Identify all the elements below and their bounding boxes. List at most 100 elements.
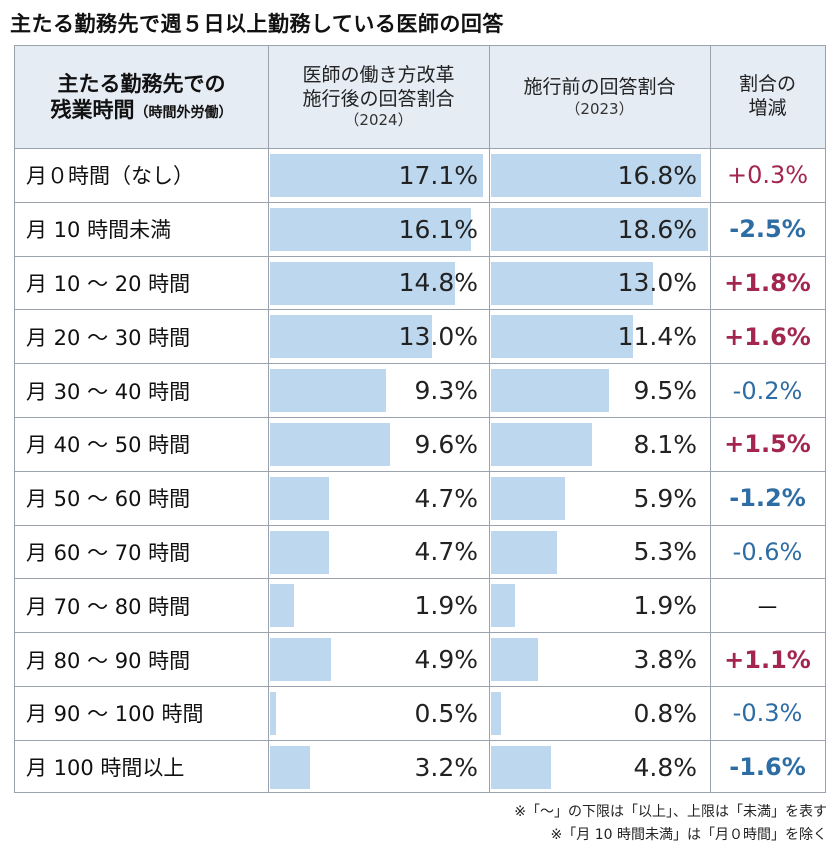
row-label: 月 50 ～ 60 時間 (26, 487, 191, 512)
bar-2023 (491, 638, 539, 682)
data-table: 主たる勤務先での 残業時間（時間外労働） 医師の働き方改革 施行後の回答割合 （… (14, 45, 826, 793)
value-2023: 13.0% (617, 268, 697, 298)
value-2023: 8.1% (633, 429, 697, 459)
value-2023: 4.8% (633, 752, 697, 782)
value-2024: 4.7% (414, 537, 478, 567)
table-row: 月 10 ～ 20 時間 14.8% 13.0% +1.8% (15, 255, 825, 310)
chart-title: 主たる勤務先で週５日以上勤務している医師の回答 (10, 12, 504, 36)
table-row: 月 30 ～ 40 時間 9.3% 9.5% -0.2% (15, 363, 825, 417)
header-overtime-hours: 主たる勤務先での 残業時間（時間外労働） (15, 46, 268, 148)
table-row: 月 20 ～ 30 時間 13.0% 11.4% +1.6% (15, 309, 825, 363)
value-2023: 16.8% (617, 160, 697, 190)
row-label: 月 80 ～ 90 時間 (26, 648, 191, 673)
column-divider (268, 46, 269, 792)
bar-2023 (491, 584, 515, 628)
value-2023: 0.8% (633, 698, 697, 728)
value-2024: 16.1% (398, 214, 478, 244)
change-value: -0.2% (732, 376, 803, 405)
column-divider (710, 46, 711, 792)
table-row: 月 50 ～ 60 時間 4.7% 5.9% -1.2% (15, 470, 825, 525)
value-2024: 1.9% (414, 591, 478, 621)
table-row: 月０時間（なし） 17.1% 16.8% +0.3% (15, 148, 825, 202)
value-2024: 13.0% (398, 322, 478, 352)
bar-2023 (491, 745, 551, 789)
bar-2023 (491, 530, 558, 574)
value-2023: 3.8% (633, 645, 697, 675)
row-label: 月 20 ～ 30 時間 (26, 325, 191, 350)
bar-2023 (491, 476, 565, 520)
table-row: 月 80 ～ 90 時間 4.9% 3.8% +1.1% (15, 632, 825, 686)
change-value: -2.5% (729, 215, 806, 244)
row-label: 月 100 時間以上 (26, 756, 185, 781)
value-2023: 18.6% (617, 214, 697, 244)
header-change-line2: 増減 (748, 97, 787, 119)
row-label: 月 10 ～ 20 時間 (26, 271, 191, 296)
bar-2024 (270, 476, 329, 520)
value-2023: 11.4% (617, 322, 697, 352)
change-value: － (755, 594, 780, 623)
footnote-range: ※「～」の下限は「以上」、上限は「未満」を表す (514, 804, 827, 820)
bar-2024 (270, 530, 329, 574)
header-change-line1: 割合の (738, 73, 796, 96)
bar-2023 (491, 423, 593, 466)
header-2024-line2: 施行後の回答割合 (302, 87, 455, 110)
change-value: -0.6% (732, 537, 803, 566)
value-2023: 1.9% (633, 591, 697, 621)
row-label: 月 10 時間未満 (26, 218, 172, 243)
bar-2023 (491, 207, 708, 251)
change-value: +0.3% (726, 161, 809, 190)
value-2024: 9.6% (414, 429, 478, 459)
header-2024-line1: 医師の働き方改革 (302, 63, 455, 86)
bar-2023 (491, 369, 610, 413)
header-2024: 医師の働き方改革 施行後の回答割合 （2024） (268, 46, 489, 148)
row-label: 月 30 ～ 40 時間 (26, 379, 191, 404)
bar-2024 (270, 207, 471, 251)
header-2023-line1: 施行前の回答割合 (523, 75, 676, 98)
bar-2024 (270, 315, 433, 359)
bar-2024 (270, 584, 294, 628)
value-2023: 9.5% (633, 376, 697, 406)
change-value: -1.2% (729, 484, 806, 513)
table-row: 月 40 ～ 50 時間 9.6% 8.1% +1.5% (15, 417, 825, 471)
header-change: 割合の 増減 (710, 46, 825, 148)
bar-2024 (270, 692, 277, 735)
bar-2023 (491, 261, 654, 305)
value-2023: 5.3% (633, 537, 697, 567)
table-row: 月 10 時間未満 16.1% 18.6% -2.5% (15, 201, 825, 256)
change-value: -1.6% (729, 753, 806, 782)
value-2024: 3.2% (414, 752, 478, 782)
row-label: 月 90 ～ 100 時間 (26, 702, 204, 727)
row-label: 月０時間（なし） (26, 164, 194, 189)
value-2024: 4.7% (414, 483, 478, 513)
header-overtime-label: 残業時間 (50, 98, 135, 122)
change-value: +1.1% (724, 645, 811, 674)
value-2023: 5.9% (633, 483, 697, 513)
row-label: 月 60 ～ 70 時間 (26, 540, 191, 565)
change-value: +1.5% (724, 430, 811, 459)
value-2024: 14.8% (398, 268, 478, 298)
value-2024: 0.5% (414, 698, 478, 728)
table-row: 月 100 時間以上 3.2% 4.8% -1.6% (15, 739, 825, 794)
header-2024-year: （2024） (344, 111, 413, 130)
row-label: 月 70 ～ 80 時間 (26, 594, 191, 619)
row-label: 月 40 ～ 50 時間 (26, 433, 191, 458)
table-row: 月 70 ～ 80 時間 1.9% 1.9% － (15, 578, 825, 632)
header-overtime-line1: 主たる勤務先での (57, 71, 226, 96)
column-divider (489, 46, 490, 792)
header-overtime-line2: 残業時間（時間外労働） (51, 97, 233, 123)
value-2024: 17.1% (398, 160, 478, 190)
bar-2024 (270, 261, 455, 305)
table-row: 月 90 ～ 100 時間 0.5% 0.8% -0.3% (15, 686, 825, 740)
bar-2024 (270, 745, 310, 789)
bar-2024 (270, 638, 332, 682)
bar-2024 (270, 423, 390, 466)
change-value: +1.8% (724, 268, 811, 297)
bar-2023 (491, 315, 634, 359)
bar-2024 (270, 369, 386, 413)
bar-2023 (491, 154, 701, 197)
bar-2023 (491, 692, 501, 735)
change-value: +1.6% (724, 322, 811, 351)
bar-2024 (270, 154, 484, 197)
footnote-exclusion: ※「月 10 時間未満」は「月０時間」を除く (550, 827, 827, 843)
header-2023-year: （2023） (565, 99, 634, 118)
